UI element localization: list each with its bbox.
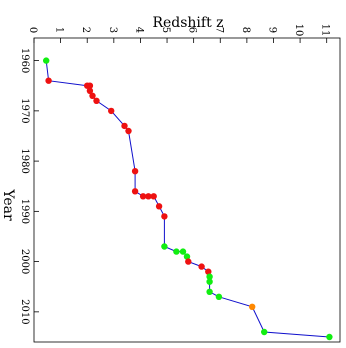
x-tick-label: 0 [27,27,38,33]
x-tick-label: 5 [160,27,171,33]
x-tick-label: 11 [320,24,331,37]
data-point [249,303,256,310]
x-tick-label: 3 [107,27,118,33]
data-point [215,293,223,300]
data-point [173,248,180,255]
x-tick-label: 10 [293,24,304,37]
data-point [139,193,147,200]
data-points [43,57,333,341]
data-point [206,273,213,280]
data-point [185,258,192,265]
data-point [261,328,268,336]
data-point [131,168,139,175]
x-tick-label: 7 [213,27,224,33]
data-point [131,188,139,195]
y-tick-label: 1960 [19,48,30,73]
y-tick-label: 1970 [19,98,30,123]
data-point [161,213,168,220]
y-tick-label: 1990 [19,199,30,224]
data-point [161,243,168,250]
x-axis: 0 1 2 3 4 5 6 7 8 9 10 11 [27,24,331,43]
x-tick-label: 1 [54,27,65,33]
y-tick-label: 2000 [19,249,30,274]
x-tick-label: 2 [80,27,91,33]
data-point [206,278,213,285]
x-tick-label: 9 [266,27,277,33]
series-line-group [45,60,330,338]
data-point [198,263,205,270]
series-line [45,60,330,338]
data-point [206,288,213,295]
data-point [86,82,94,89]
data-point [108,107,115,115]
y-axis-title: Year [0,188,16,221]
data-point [125,127,132,135]
data-point [145,193,152,200]
data-point [45,77,52,84]
plot-frame [33,37,341,343]
data-point [121,122,128,130]
data-point [89,92,96,100]
x-tick-label: 8 [240,27,251,33]
data-point [150,193,157,200]
data-point [155,203,163,210]
y-tick-label: 1980 [19,148,30,173]
data-point [93,97,100,105]
data-point [86,87,94,95]
data-point [183,253,191,260]
x-tick-label: 6 [187,27,198,33]
data-point [179,248,187,255]
data-point [205,268,212,275]
x-tick-label: 4 [133,27,144,33]
data-point [43,57,50,64]
y-tick-label: 2010 [19,299,30,324]
x-axis-title: Redshift z [152,15,223,31]
data-point [326,333,333,341]
y-axis: 1960 1970 1980 1990 2000 2010 [19,48,39,325]
